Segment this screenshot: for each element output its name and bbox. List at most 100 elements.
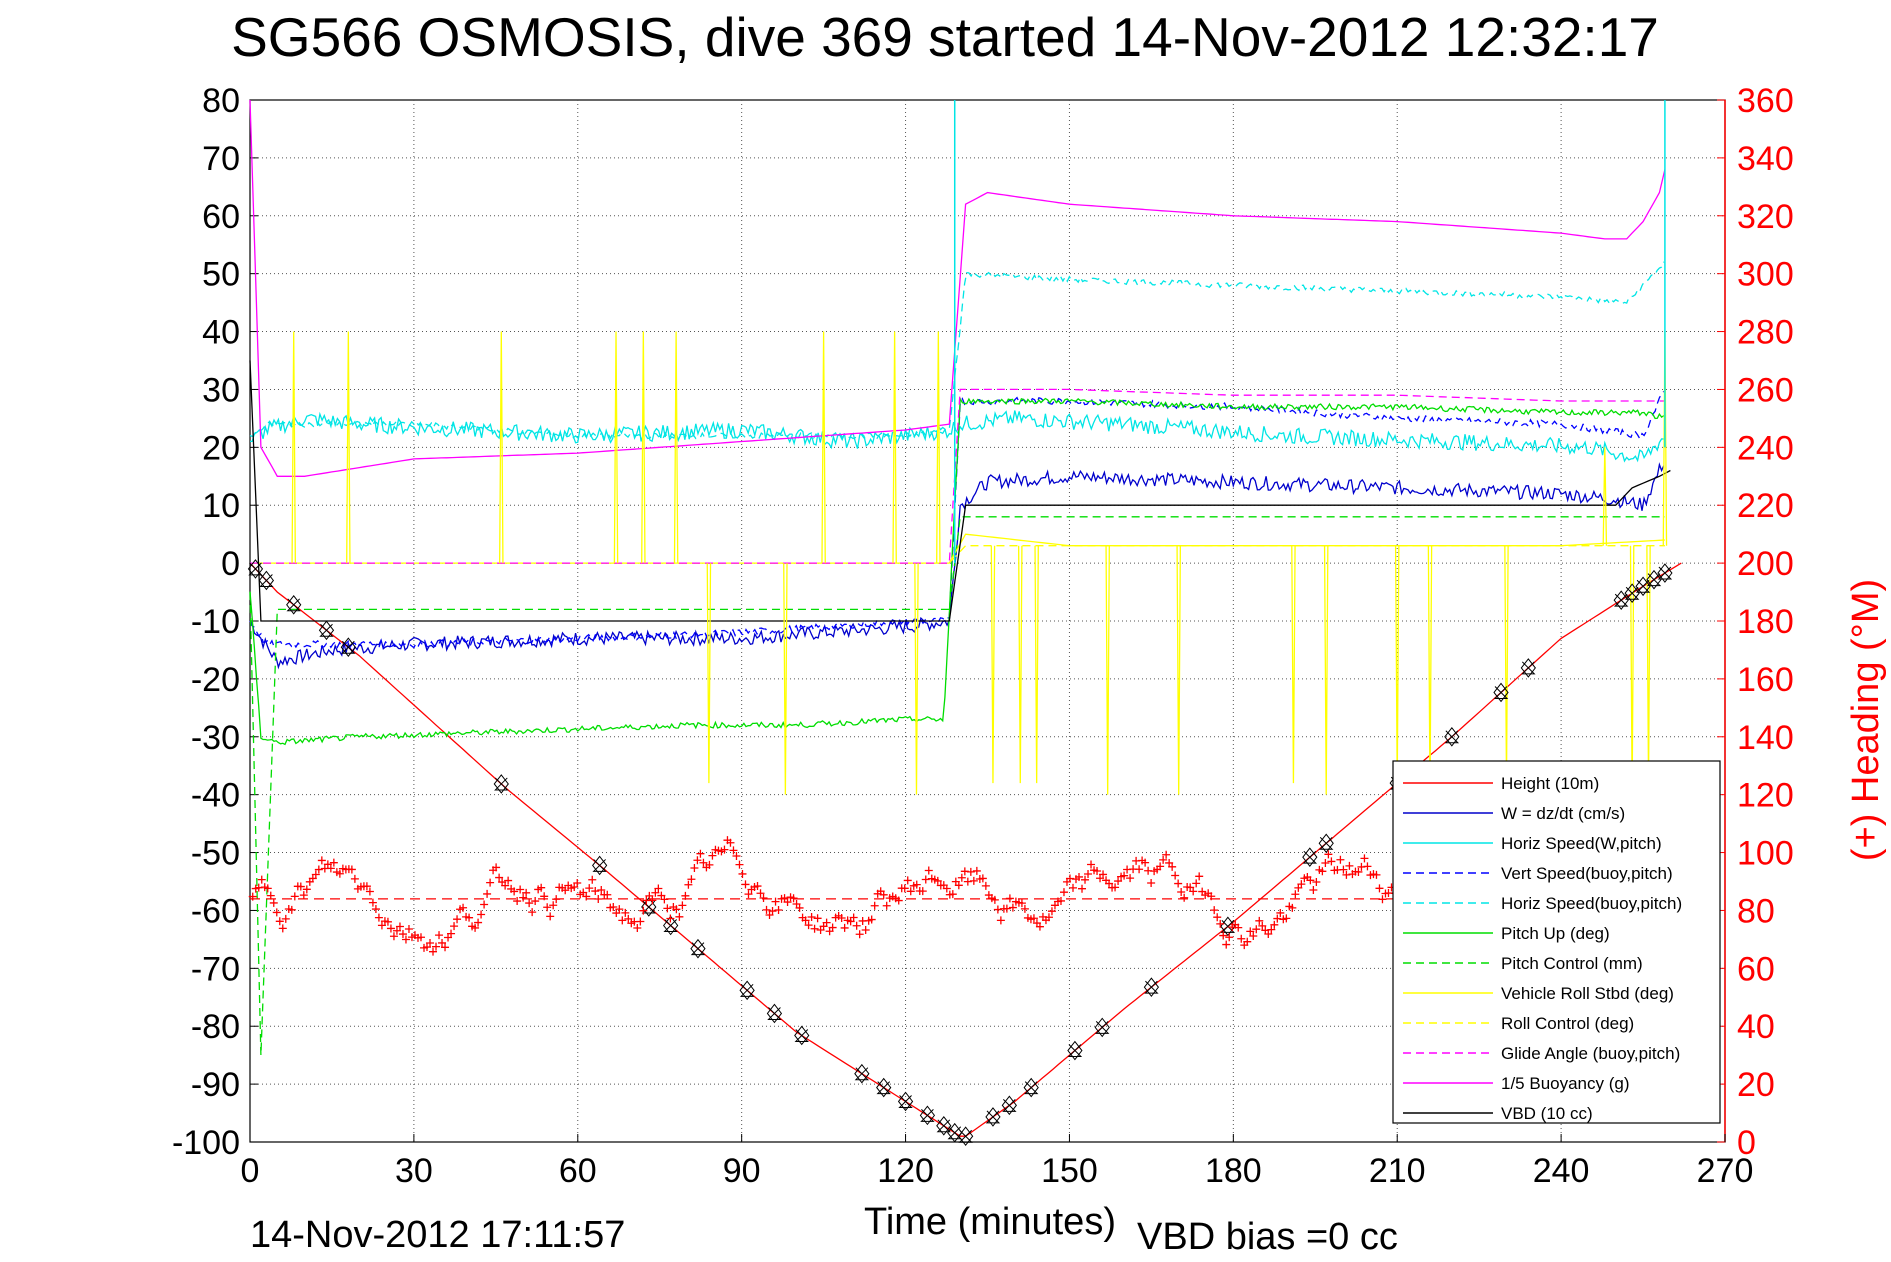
waypoint-cross-4 <box>341 640 356 654</box>
heading-point-147 <box>690 863 699 872</box>
heading-point-235 <box>954 881 963 890</box>
heading-point-13 <box>287 905 296 914</box>
heading-point-63 <box>438 938 447 947</box>
heading-point-82 <box>495 873 504 882</box>
heading-point-303 <box>1159 855 1168 864</box>
legend-label-10: 1/5 Buoyancy (g) <box>1501 1074 1630 1093</box>
heading-point-279 <box>1087 860 1096 869</box>
y2-tick-label: 240 <box>1737 429 1794 467</box>
heading-point-244 <box>981 881 990 890</box>
y2-tick-label: 140 <box>1737 719 1794 757</box>
heading-point-204 <box>861 925 870 934</box>
roll-spike-1 <box>346 331 351 564</box>
heading-point-112 <box>585 884 594 893</box>
waypoint-cross-27 <box>1302 850 1318 864</box>
y2-tick-label: 0 <box>1737 1124 1756 1162</box>
heading-point-328 <box>1234 923 1243 932</box>
heading-point-313 <box>1189 887 1198 896</box>
roll-spike-16 <box>1176 545 1181 795</box>
heading-point-128 <box>633 924 642 933</box>
heading-point-100 <box>549 901 558 910</box>
heading-point-170 <box>759 893 768 902</box>
heading-point-78 <box>483 889 492 898</box>
heading-point-207 <box>870 901 879 910</box>
legend-label-7: Vehicle Roll Stbd (deg) <box>1501 984 1674 1003</box>
heading-point-273 <box>1069 883 1077 892</box>
heading-point-331 <box>1243 937 1252 946</box>
y-tick-label: -80 <box>191 1008 240 1046</box>
heading-point-187 <box>810 924 819 933</box>
waypoint-cross-11 <box>767 1007 782 1020</box>
heading-point-188 <box>813 914 822 923</box>
heading-point-206 <box>867 915 876 924</box>
heading-point-59 <box>426 938 435 947</box>
waypoint-cross-28 <box>1318 836 1334 850</box>
heading-point-253 <box>1008 903 1017 912</box>
x-tick-label: 180 <box>1205 1152 1262 1190</box>
heading-point-88 <box>513 897 522 906</box>
y2-tick-label: 160 <box>1737 661 1794 699</box>
waypoint-cross-7 <box>641 900 657 914</box>
legend-label-11: VBD (10 cc) <box>1501 1104 1593 1123</box>
heading-point-354 <box>1312 877 1321 886</box>
heading-point-251 <box>1002 904 1011 913</box>
waypoint-cross-31 <box>1493 686 1509 699</box>
waypoint-cross-9 <box>690 942 706 956</box>
waypoint-cross-16 <box>920 1109 935 1122</box>
heading-point-98 <box>543 903 552 912</box>
heading-point-164 <box>741 880 750 889</box>
heading-point-186 <box>807 913 816 922</box>
heading-point-364 <box>1342 870 1351 879</box>
waypoint-cross-23 <box>1067 1044 1083 1058</box>
heading-point-362 <box>1336 855 1345 864</box>
heading-point-10 <box>278 924 287 933</box>
heading-point-358 <box>1324 850 1333 859</box>
heading-point-99 <box>546 912 555 921</box>
heading-point-224 <box>921 875 930 884</box>
heading-point-200 <box>849 913 858 922</box>
heading-point-218 <box>903 876 912 885</box>
heading-point-332 <box>1246 927 1255 936</box>
heading-point-91 <box>522 888 531 897</box>
waypoint-cross-8 <box>663 919 678 932</box>
heading-point-89 <box>516 885 525 894</box>
heading-point-335 <box>1255 916 1264 925</box>
heading-point-93 <box>528 908 537 917</box>
heading-point-169 <box>756 889 765 898</box>
y-tick-label: -70 <box>191 950 240 988</box>
waypoint-cross-34 <box>1624 586 1640 600</box>
heading-point-72 <box>465 913 474 922</box>
heading-point-79 <box>486 878 495 887</box>
waypoint-cross-32 <box>1521 661 1536 675</box>
heading-point-281 <box>1093 867 1102 876</box>
heading-point-287 <box>1111 883 1120 892</box>
x-tick-label: 30 <box>395 1152 433 1190</box>
heading-point-315 <box>1195 872 1204 881</box>
y2-tick-label: 280 <box>1737 314 1794 352</box>
heading-point-84 <box>501 881 510 890</box>
heading-point-228 <box>933 876 942 885</box>
heading-point-323 <box>1219 931 1228 940</box>
y-tick-label: -50 <box>191 835 240 873</box>
heading-point-248 <box>993 905 1002 914</box>
heading-point-275 <box>1075 872 1083 881</box>
heading-point-111 <box>582 892 591 901</box>
roll-spike-8 <box>821 331 826 564</box>
heading-point-66 <box>447 929 456 938</box>
heading-point-14 <box>290 892 299 901</box>
waypoint-cross-37 <box>1657 566 1673 580</box>
roll-spike-4 <box>641 331 646 564</box>
heading-point-333 <box>1249 932 1258 941</box>
heading-point-363 <box>1339 865 1348 874</box>
legend-label-6: Pitch Control (mm) <box>1501 954 1643 973</box>
legend-label-4: Horiz Speed(buoy,pitch) <box>1501 894 1682 913</box>
heading-point-221 <box>912 880 921 889</box>
waypoint-cross-21 <box>1002 1098 1017 1112</box>
heading-point-130 <box>639 906 648 915</box>
series-line-9 <box>250 388 1665 564</box>
heading-point-191 <box>822 918 831 927</box>
y2-tick-label: 120 <box>1737 777 1794 815</box>
heading-point-9 <box>275 917 284 926</box>
heading-point-96 <box>537 883 546 892</box>
y2-tick-label: 20 <box>1737 1066 1775 1104</box>
